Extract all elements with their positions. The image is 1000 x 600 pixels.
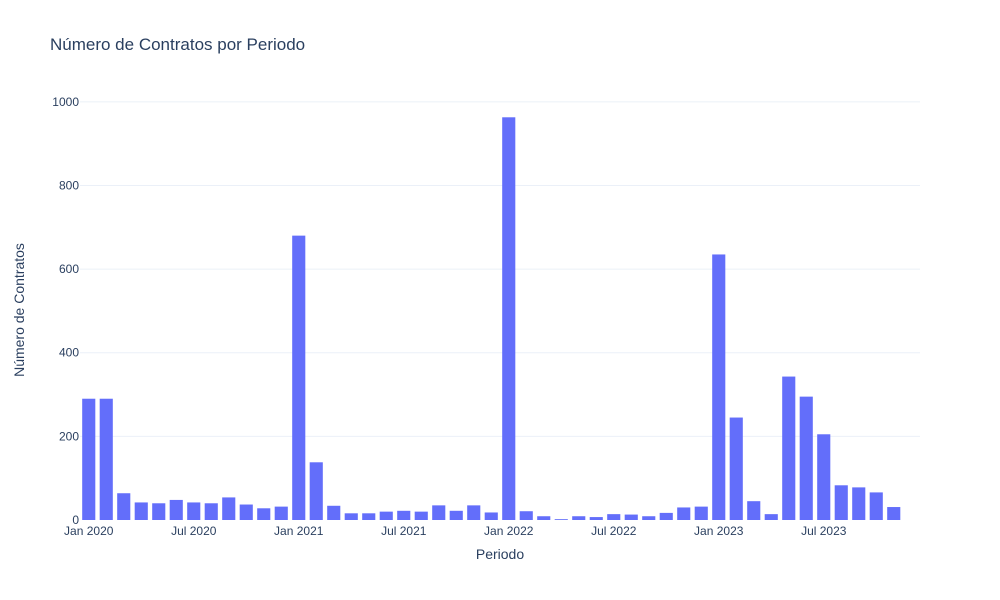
bar: [747, 501, 761, 520]
bar: [484, 512, 498, 520]
bar: [309, 462, 323, 520]
x-tick-label: Jul 2020: [171, 524, 217, 538]
x-tick-label: Jan 2023: [694, 524, 744, 538]
bar: [222, 497, 236, 520]
x-tick-label: Jan 2020: [64, 524, 114, 538]
bar: [799, 396, 813, 520]
bar: [152, 503, 166, 520]
bar: [239, 504, 253, 520]
y-tick-label: 1000: [52, 95, 79, 109]
x-axis-ticks: Jan 2020 Jul 2020 Jan 2021 Jul 2021 Jan 2022…: [64, 524, 847, 538]
y-axis-title: Número de Contratos: [11, 243, 27, 377]
bar: [642, 516, 656, 520]
y-tick-label: 200: [59, 429, 79, 443]
y-tick-label: 600: [59, 262, 79, 276]
bar: [817, 434, 831, 520]
bar: [834, 485, 848, 520]
bar: [327, 505, 341, 520]
bar: [187, 502, 201, 520]
bar: [624, 514, 638, 520]
bar: [764, 514, 778, 520]
bar: [292, 235, 306, 521]
bar: [344, 513, 358, 520]
x-tick-label: Jul 2021: [381, 524, 427, 538]
bar: [712, 254, 726, 521]
bar: [257, 508, 271, 520]
bar: [134, 502, 148, 520]
gridlines: [80, 101, 920, 437]
bar: [572, 516, 586, 520]
bar: [204, 503, 218, 520]
bar: [694, 506, 708, 520]
bar: [449, 510, 463, 520]
bar: [607, 514, 621, 520]
bar: [502, 117, 516, 521]
bar: [432, 505, 446, 520]
bar: [117, 493, 131, 520]
y-tick-label: 0: [72, 513, 79, 527]
bar: [414, 511, 428, 520]
bar: [869, 492, 883, 520]
bar: [782, 376, 796, 520]
bar: [519, 511, 533, 520]
bar: [537, 516, 551, 520]
bar: [274, 506, 288, 520]
x-tick-label: Jan 2022: [484, 524, 534, 538]
bar: [169, 499, 183, 520]
bar: [99, 398, 113, 520]
x-tick-label: Jul 2023: [801, 524, 847, 538]
bar: [589, 517, 603, 520]
bar: [467, 505, 481, 520]
bar: [852, 487, 866, 520]
y-tick-label: 800: [59, 178, 79, 192]
bar: [82, 398, 96, 520]
bar: [397, 510, 411, 520]
y-axis-ticks: 0 200 400 600 800 1000: [52, 95, 79, 527]
x-tick-label: Jan 2021: [274, 524, 324, 538]
y-tick-label: 400: [59, 346, 79, 360]
x-axis-title: Periodo: [476, 546, 524, 562]
x-tick-label: Jul 2022: [591, 524, 637, 538]
bar: [659, 512, 673, 520]
bar: [729, 417, 743, 520]
bar: [887, 507, 901, 520]
bars: [82, 117, 901, 521]
bar: [554, 519, 568, 520]
bar: [677, 507, 691, 520]
bar: [362, 513, 376, 520]
bar: [379, 511, 393, 520]
chart-title: Número de Contratos por Periodo: [50, 35, 305, 54]
